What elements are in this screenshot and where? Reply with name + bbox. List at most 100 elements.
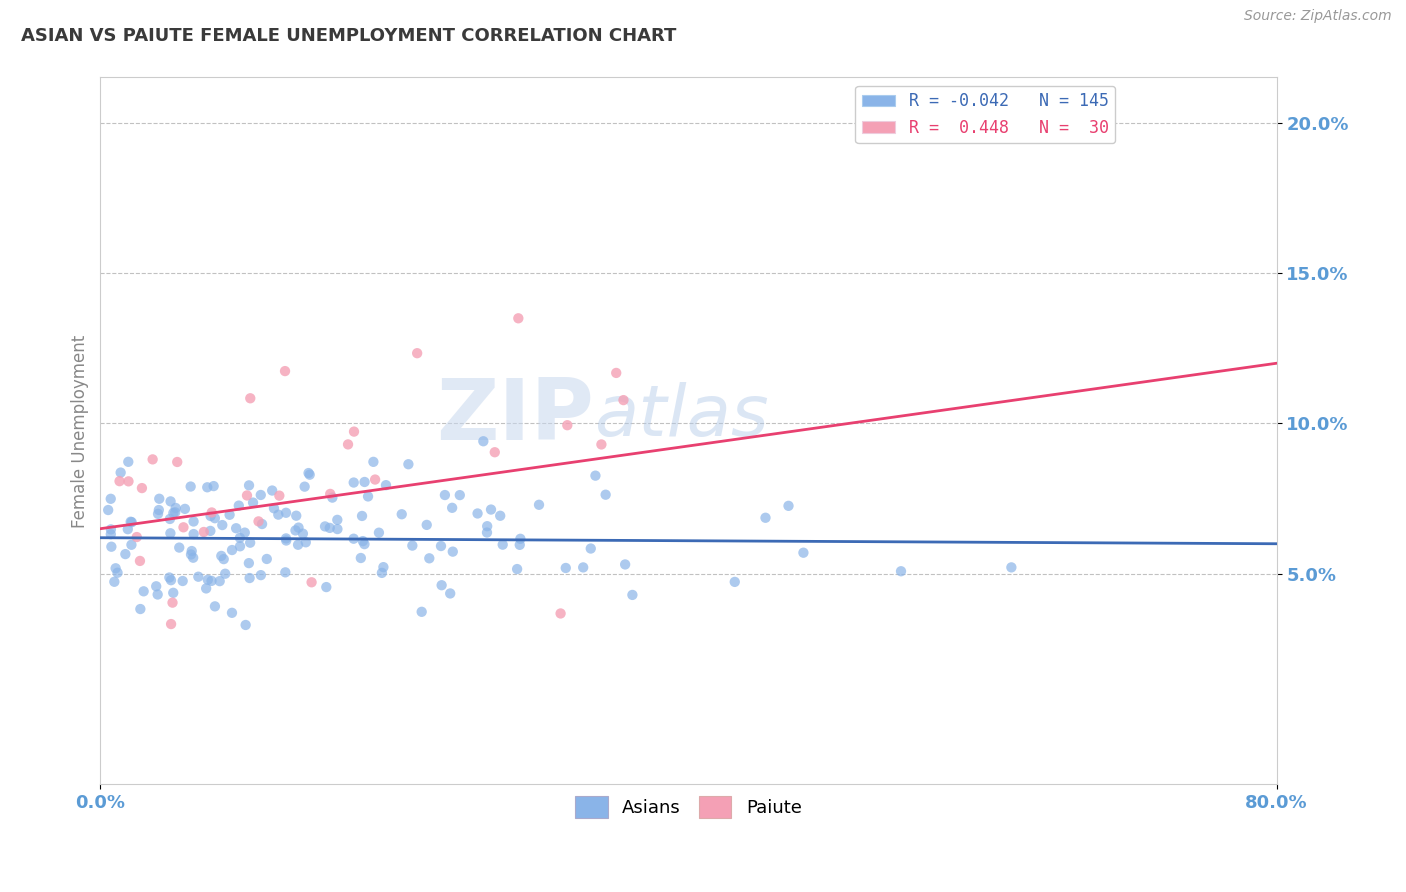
Text: ZIP: ZIP (437, 376, 595, 458)
Point (274, 566, 297, 580)
Point (477, 519, 499, 533)
Point (262, 483, 284, 498)
Point (433, 488, 456, 502)
Point (353, 475, 375, 489)
Point (621, 588, 644, 602)
Point (1000, 560, 1022, 574)
Point (472, 434, 495, 449)
Point (239, 391, 262, 405)
Point (180, 548, 202, 562)
Point (441, 500, 464, 515)
Point (411, 605, 433, 619)
Point (350, 508, 373, 523)
Point (120, 538, 142, 552)
Point (484, 445, 506, 459)
Point (160, 617, 183, 632)
Point (357, 490, 380, 504)
Point (792, 546, 814, 560)
Point (201, 506, 224, 520)
Point (229, 531, 252, 545)
Point (120, 515, 142, 529)
Point (125, 530, 148, 544)
Point (263, 501, 285, 516)
Point (181, 550, 204, 565)
Point (479, 502, 502, 516)
Point (229, 539, 252, 553)
Point (572, 560, 595, 574)
Point (267, 508, 290, 522)
Point (276, 533, 298, 548)
Point (166, 455, 188, 469)
Point (416, 517, 439, 532)
Point (319, 521, 342, 535)
Point (315, 580, 337, 594)
Point (238, 478, 260, 492)
Point (396, 457, 419, 471)
Point (509, 538, 531, 552)
Point (406, 346, 429, 360)
Point (724, 574, 747, 589)
Point (195, 582, 218, 596)
Point (162, 596, 184, 610)
Point (579, 541, 602, 556)
Point (352, 534, 374, 549)
Point (180, 479, 202, 493)
Point (364, 473, 387, 487)
Point (145, 579, 167, 593)
Point (202, 479, 225, 493)
Point (890, 564, 912, 578)
Point (146, 507, 169, 521)
Point (129, 554, 152, 568)
Point (167, 541, 190, 555)
Point (353, 537, 375, 551)
Point (172, 574, 194, 588)
Point (107, 566, 129, 580)
Point (605, 366, 627, 380)
Point (193, 524, 215, 539)
Legend: Asians, Paiute: Asians, Paiute (568, 789, 808, 825)
Point (211, 518, 233, 533)
Point (301, 575, 323, 590)
Point (247, 515, 270, 529)
Point (583, 468, 606, 483)
Point (326, 513, 349, 527)
Point (489, 508, 512, 523)
Point (343, 532, 366, 546)
Point (200, 574, 222, 588)
Point (506, 562, 529, 576)
Point (212, 552, 235, 566)
Point (401, 539, 423, 553)
Point (430, 539, 453, 553)
Point (183, 515, 205, 529)
Point (235, 618, 257, 632)
Point (350, 551, 373, 566)
Point (162, 586, 184, 600)
Point (321, 491, 343, 505)
Point (142, 452, 165, 467)
Point (509, 532, 531, 546)
Point (298, 467, 321, 482)
Text: ASIAN VS PAIUTE FEMALE UNEMPLOYMENT CORRELATION CHART: ASIAN VS PAIUTE FEMALE UNEMPLOYMENT CORR… (21, 27, 676, 45)
Point (97, 503, 120, 517)
Y-axis label: Female Unemployment: Female Unemployment (72, 334, 89, 527)
Point (337, 437, 360, 451)
Point (554, 561, 576, 575)
Point (159, 494, 181, 508)
Point (418, 551, 440, 566)
Point (249, 488, 271, 502)
Point (363, 455, 385, 469)
Point (439, 586, 461, 600)
Point (117, 475, 139, 489)
Point (114, 547, 136, 561)
Point (250, 516, 273, 531)
Point (475, 525, 498, 540)
Point (297, 466, 319, 480)
Point (204, 511, 226, 525)
Point (157, 570, 180, 584)
Point (287, 520, 309, 534)
Point (221, 543, 243, 558)
Point (285, 508, 308, 523)
Point (467, 507, 489, 521)
Point (100, 491, 122, 506)
Point (371, 566, 394, 580)
